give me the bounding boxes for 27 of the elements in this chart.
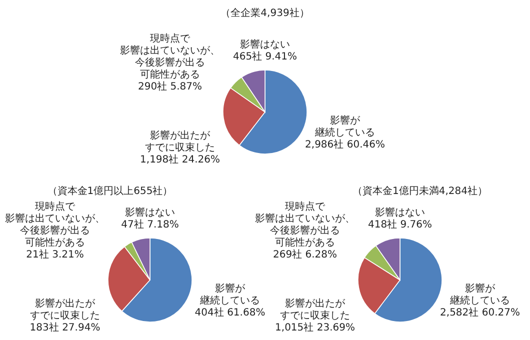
data-label: 418社 9.76% xyxy=(368,218,432,231)
slice-label: 影響が継続している xyxy=(449,282,510,307)
slice-label: 影響はない xyxy=(125,206,175,219)
data-label: 269社 6.28% xyxy=(272,248,338,261)
data-label: 290社 5.87% xyxy=(138,80,202,93)
slice-label: 現時点で影響は出ていないが、今後影響が出る可能性がある xyxy=(255,200,355,249)
chart-title: （全企業4,939社） xyxy=(220,7,310,19)
data-label: 47社 7.18% xyxy=(121,218,179,231)
slice-label: 影響が出たがすでに収束した xyxy=(145,130,215,154)
data-label: 1,015社 23.69% xyxy=(275,322,355,334)
chart-title: （資本金1億円未満4,284社） xyxy=(352,185,488,197)
slice-label: 現時点で影響は出ていないが、今後影響が出る可能性がある xyxy=(120,32,220,81)
data-label: 21社 3.21% xyxy=(26,248,84,261)
slice-label: 現時点で影響は出ていないが、今後影響が出る可能性がある xyxy=(5,200,105,249)
slice-label: 影響が出たがすでに収束した xyxy=(30,298,100,322)
slice-label: 影響はない xyxy=(240,38,290,51)
slice-label: 影響はない xyxy=(375,206,425,219)
chart-title: （資本金1億円以上655社） xyxy=(47,185,173,197)
data-label: 2,582社 60.27% xyxy=(440,306,520,319)
slice-label: 影響が継続している xyxy=(199,282,260,307)
data-label: 2,986社 60.46% xyxy=(305,138,385,151)
data-label: 465社 9.41% xyxy=(232,50,298,63)
data-label: 404社 61.68% xyxy=(194,306,266,319)
slice-label: 影響が出たがすでに収束した xyxy=(280,298,350,322)
data-label: 183社 27.94% xyxy=(30,322,100,334)
data-label: 1,198社 24.26% xyxy=(140,154,220,166)
slice-label: 影響が継続している xyxy=(314,114,375,139)
